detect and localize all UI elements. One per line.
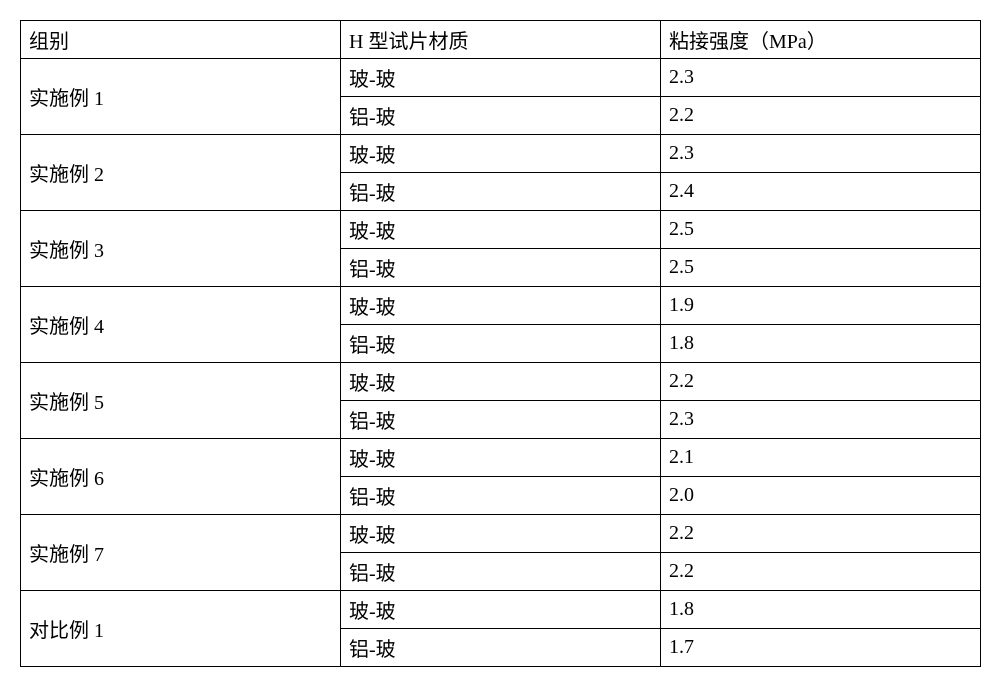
- strength-cell: 2.2: [661, 363, 981, 401]
- table-row: 实施例 7 玻-玻 2.2: [21, 515, 981, 553]
- group-cell: 对比例 1: [21, 591, 341, 667]
- group-cell: 实施例 1: [21, 59, 341, 135]
- strength-cell: 1.8: [661, 591, 981, 629]
- group-cell: 实施例 7: [21, 515, 341, 591]
- table-row: 实施例 1 玻-玻 2.3: [21, 59, 981, 97]
- table-row: 实施例 5 玻-玻 2.2: [21, 363, 981, 401]
- strength-cell: 1.8: [661, 325, 981, 363]
- table-row: 实施例 2 玻-玻 2.3: [21, 135, 981, 173]
- strength-cell: 1.9: [661, 287, 981, 325]
- table-row: 对比例 1 玻-玻 1.8: [21, 591, 981, 629]
- strength-cell: 2.3: [661, 135, 981, 173]
- material-cell: 铝-玻: [341, 97, 661, 135]
- group-cell: 实施例 2: [21, 135, 341, 211]
- material-cell: 玻-玻: [341, 363, 661, 401]
- strength-cell: 2.4: [661, 173, 981, 211]
- group-cell: 实施例 4: [21, 287, 341, 363]
- material-cell: 玻-玻: [341, 515, 661, 553]
- material-cell: 铝-玻: [341, 629, 661, 667]
- strength-cell: 2.5: [661, 211, 981, 249]
- table-row: 实施例 3 玻-玻 2.5: [21, 211, 981, 249]
- strength-cell: 2.3: [661, 401, 981, 439]
- material-cell: 铝-玻: [341, 249, 661, 287]
- col-header-strength: 粘接强度（MPa）: [661, 21, 981, 59]
- material-cell: 铝-玻: [341, 477, 661, 515]
- strength-cell: 1.7: [661, 629, 981, 667]
- strength-cell: 2.5: [661, 249, 981, 287]
- material-cell: 铝-玻: [341, 173, 661, 211]
- material-cell: 铝-玻: [341, 553, 661, 591]
- adhesion-strength-table: 组别 H 型试片材质 粘接强度（MPa） 实施例 1 玻-玻 2.3 铝-玻 2…: [20, 20, 981, 667]
- group-cell: 实施例 3: [21, 211, 341, 287]
- material-cell: 玻-玻: [341, 135, 661, 173]
- table-body: 组别 H 型试片材质 粘接强度（MPa） 实施例 1 玻-玻 2.3 铝-玻 2…: [21, 21, 981, 667]
- group-cell: 实施例 6: [21, 439, 341, 515]
- material-cell: 铝-玻: [341, 325, 661, 363]
- table-row: 实施例 4 玻-玻 1.9: [21, 287, 981, 325]
- strength-cell: 2.3: [661, 59, 981, 97]
- table-row: 实施例 6 玻-玻 2.1: [21, 439, 981, 477]
- material-cell: 玻-玻: [341, 211, 661, 249]
- strength-cell: 2.1: [661, 439, 981, 477]
- material-cell: 玻-玻: [341, 439, 661, 477]
- strength-cell: 2.2: [661, 97, 981, 135]
- material-cell: 玻-玻: [341, 59, 661, 97]
- table-header-row: 组别 H 型试片材质 粘接强度（MPa）: [21, 21, 981, 59]
- col-header-group: 组别: [21, 21, 341, 59]
- strength-cell: 2.2: [661, 553, 981, 591]
- col-header-material: H 型试片材质: [341, 21, 661, 59]
- group-cell: 实施例 5: [21, 363, 341, 439]
- material-cell: 铝-玻: [341, 401, 661, 439]
- strength-cell: 2.2: [661, 515, 981, 553]
- strength-cell: 2.0: [661, 477, 981, 515]
- material-cell: 玻-玻: [341, 287, 661, 325]
- material-cell: 玻-玻: [341, 591, 661, 629]
